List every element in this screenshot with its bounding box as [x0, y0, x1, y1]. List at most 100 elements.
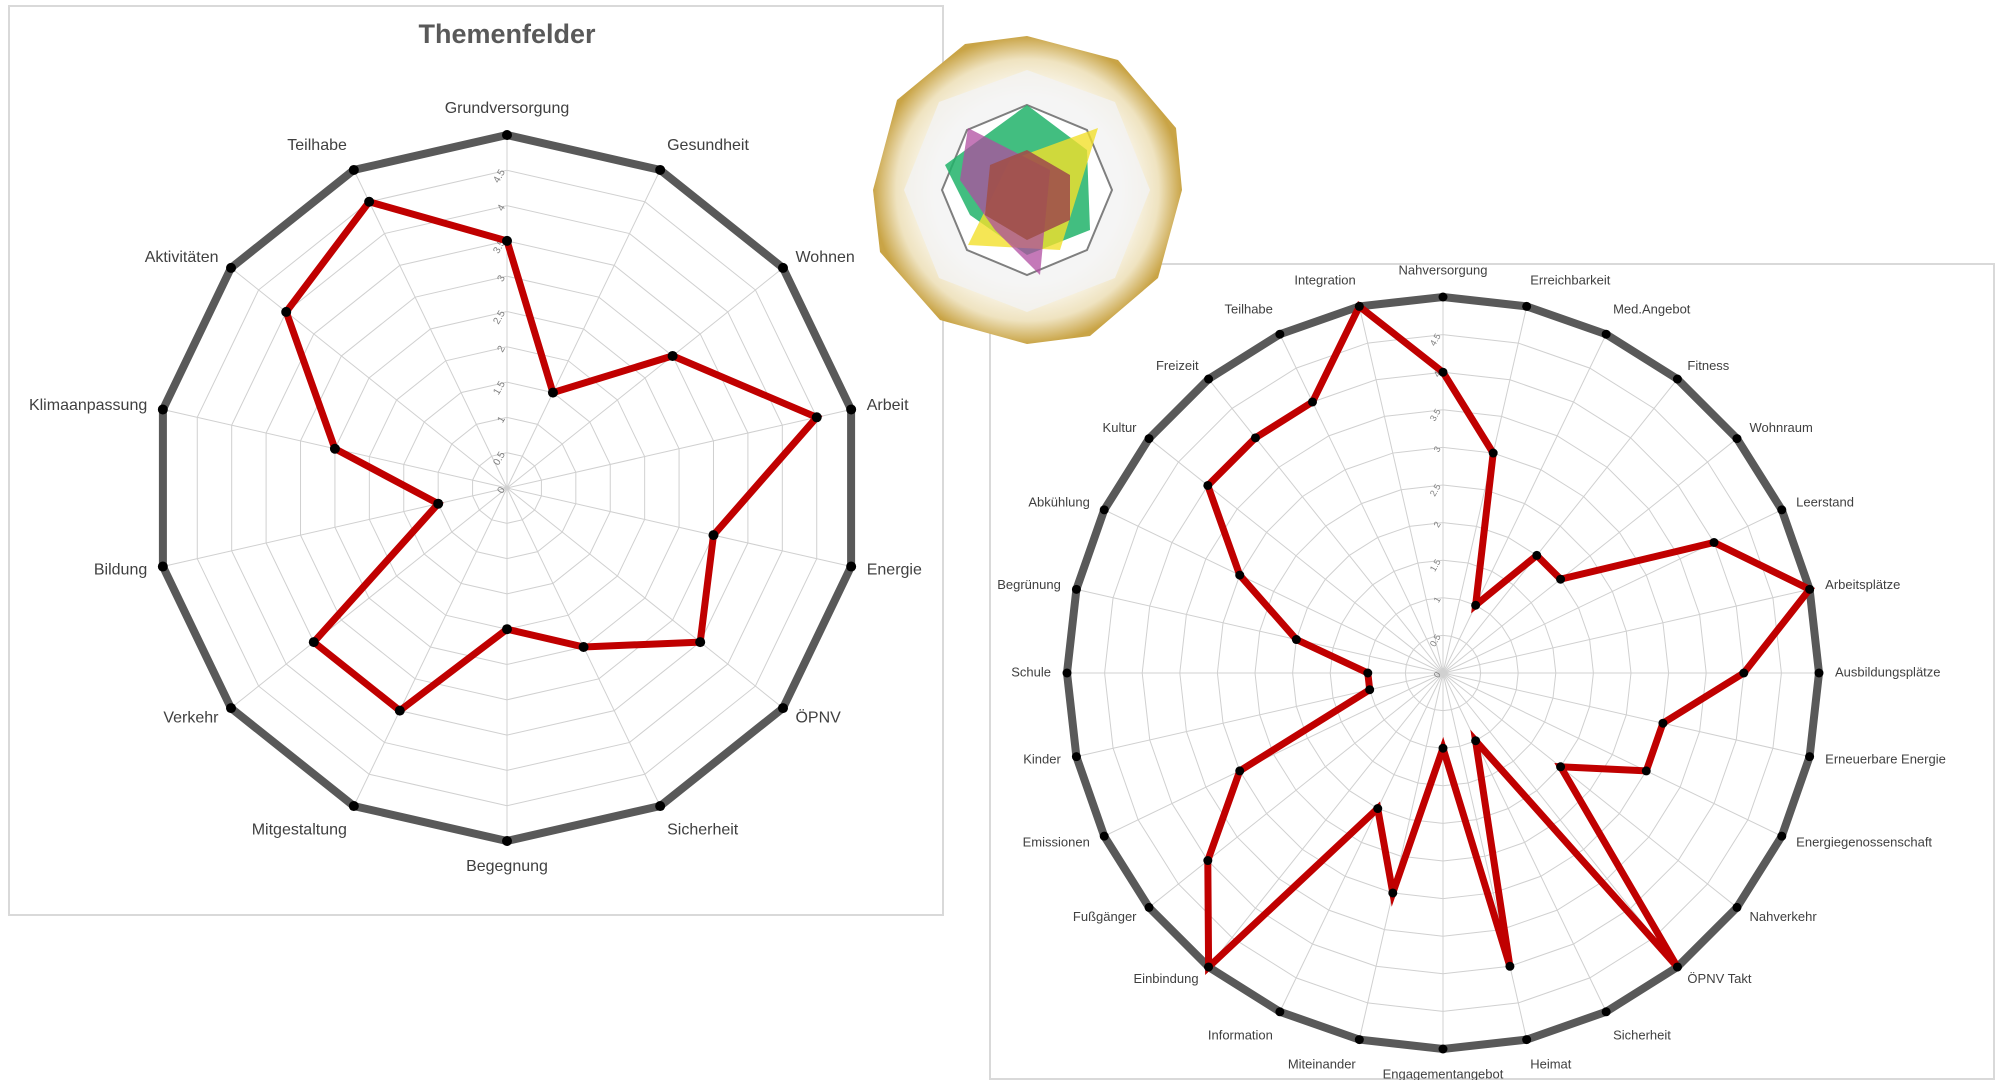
data-point: [1805, 752, 1815, 762]
data-point: [348, 801, 359, 812]
data-point: [364, 196, 375, 207]
data-point: [1658, 718, 1668, 728]
data-point: [1307, 397, 1317, 407]
data-point: [1777, 505, 1787, 515]
r-tick-label: 1.5: [491, 379, 508, 397]
data-point: [1203, 856, 1213, 866]
grid-ring: [1179, 409, 1707, 937]
data-point: [1235, 570, 1245, 580]
category-label: Schule: [1011, 664, 1051, 679]
data-point: [1291, 635, 1301, 645]
r-tick-label: 2.5: [1428, 482, 1443, 498]
data-point: [1777, 831, 1787, 841]
category-label: Wohnraum: [1749, 420, 1812, 435]
data-point: [1071, 584, 1081, 594]
data-point: [1556, 574, 1566, 584]
data-point: [1709, 537, 1719, 547]
data-point: [1601, 329, 1611, 339]
logo: [873, 36, 1182, 344]
data-point: [1099, 831, 1109, 841]
data-point: [777, 262, 788, 273]
r-tick-label: 2: [1432, 520, 1443, 529]
data-point: [1488, 448, 1498, 458]
data-point: [1071, 752, 1081, 762]
data-point: [502, 836, 512, 846]
r-tick-label: 1.5: [1428, 557, 1443, 573]
category-label: Fußgänger: [1073, 909, 1137, 924]
data-point: [1556, 762, 1566, 772]
data-point: [695, 637, 706, 648]
r-tick-label: 0: [496, 485, 509, 496]
category-label: Abkühlung: [1028, 494, 1089, 509]
data-point: [846, 561, 857, 572]
data-point: [1144, 902, 1154, 912]
r-tick-label: 1: [496, 414, 509, 425]
data-point: [1354, 1035, 1364, 1045]
category-label: Freizeit: [1156, 358, 1199, 373]
data-point: [1471, 600, 1481, 610]
data-point: [1275, 1007, 1285, 1017]
data-point: [1438, 743, 1448, 753]
data-point: [394, 705, 405, 716]
grid-ring: [1292, 522, 1594, 824]
category-label: Bildung: [94, 561, 147, 578]
data-point: [1732, 434, 1742, 444]
category-label: Kinder: [1023, 752, 1061, 767]
data-point: [1275, 329, 1285, 339]
category-label: Arbeitsplätze: [1825, 577, 1900, 592]
chart-frame: [8, 5, 944, 916]
data-point: [157, 404, 168, 415]
data-point: [846, 404, 857, 415]
chart-frame: [989, 263, 1995, 1080]
grid-ring: [1141, 371, 1745, 975]
grid-ring: [1254, 484, 1632, 862]
category-label: Engagementangebot: [1383, 1066, 1504, 1080]
data-point: [1739, 668, 1749, 678]
category-label: Grundversorgung: [445, 100, 570, 117]
category-label: Gesundheit: [667, 137, 749, 154]
category-label: Miteinander: [1288, 1057, 1357, 1072]
category-label: Kultur: [1103, 420, 1138, 435]
radar-chart: Themenfelder00.511.522.533.544.5Grundver…: [29, 19, 922, 875]
category-label: Med.Angebot: [1613, 301, 1691, 316]
data-point: [1601, 1007, 1611, 1017]
data-point: [1062, 668, 1072, 678]
grid-ring: [472, 452, 542, 524]
r-tick-label: 1: [1432, 595, 1443, 604]
data-point: [157, 561, 168, 572]
grid-ring: [403, 381, 611, 595]
category-label: Erreichbarkeit: [1530, 272, 1611, 287]
data-point: [1471, 736, 1481, 746]
data-point: [1532, 550, 1542, 560]
category-label: Teilhabe: [287, 137, 347, 154]
data-point: [281, 306, 292, 317]
data-point: [655, 164, 666, 175]
data-point: [348, 164, 359, 175]
category-label: Integration: [1294, 272, 1355, 287]
data-point: [1203, 480, 1213, 490]
category-label: Erneuerbare Energie: [1825, 752, 1946, 767]
data-point: [1365, 685, 1375, 695]
data-point: [1505, 961, 1515, 971]
category-label: Arbeit: [867, 397, 909, 414]
data-point: [226, 703, 237, 714]
category-label: Ausbildungsplätze: [1835, 664, 1941, 679]
category-label: Emissionen: [1023, 835, 1090, 850]
data-point: [1250, 433, 1260, 443]
data-point: [226, 262, 237, 273]
category-label: ÖPNV Takt: [1687, 971, 1751, 986]
r-tick-label: 4.5: [1428, 332, 1443, 348]
r-tick-label: 4: [1432, 369, 1443, 378]
r-tick-label: 4: [496, 203, 509, 214]
category-label: Leerstand: [1796, 494, 1854, 509]
r-tick-label: 4.5: [491, 167, 508, 185]
category-label: Verkehr: [163, 709, 219, 726]
data-point: [1363, 668, 1373, 678]
r-tick-label: 0.5: [491, 450, 508, 468]
data-point: [1805, 584, 1815, 594]
data-point: [1235, 766, 1245, 776]
data-point: [1204, 962, 1214, 972]
r-tick-label: 3: [496, 273, 509, 284]
category-label: Mitgestaltung: [252, 822, 347, 839]
